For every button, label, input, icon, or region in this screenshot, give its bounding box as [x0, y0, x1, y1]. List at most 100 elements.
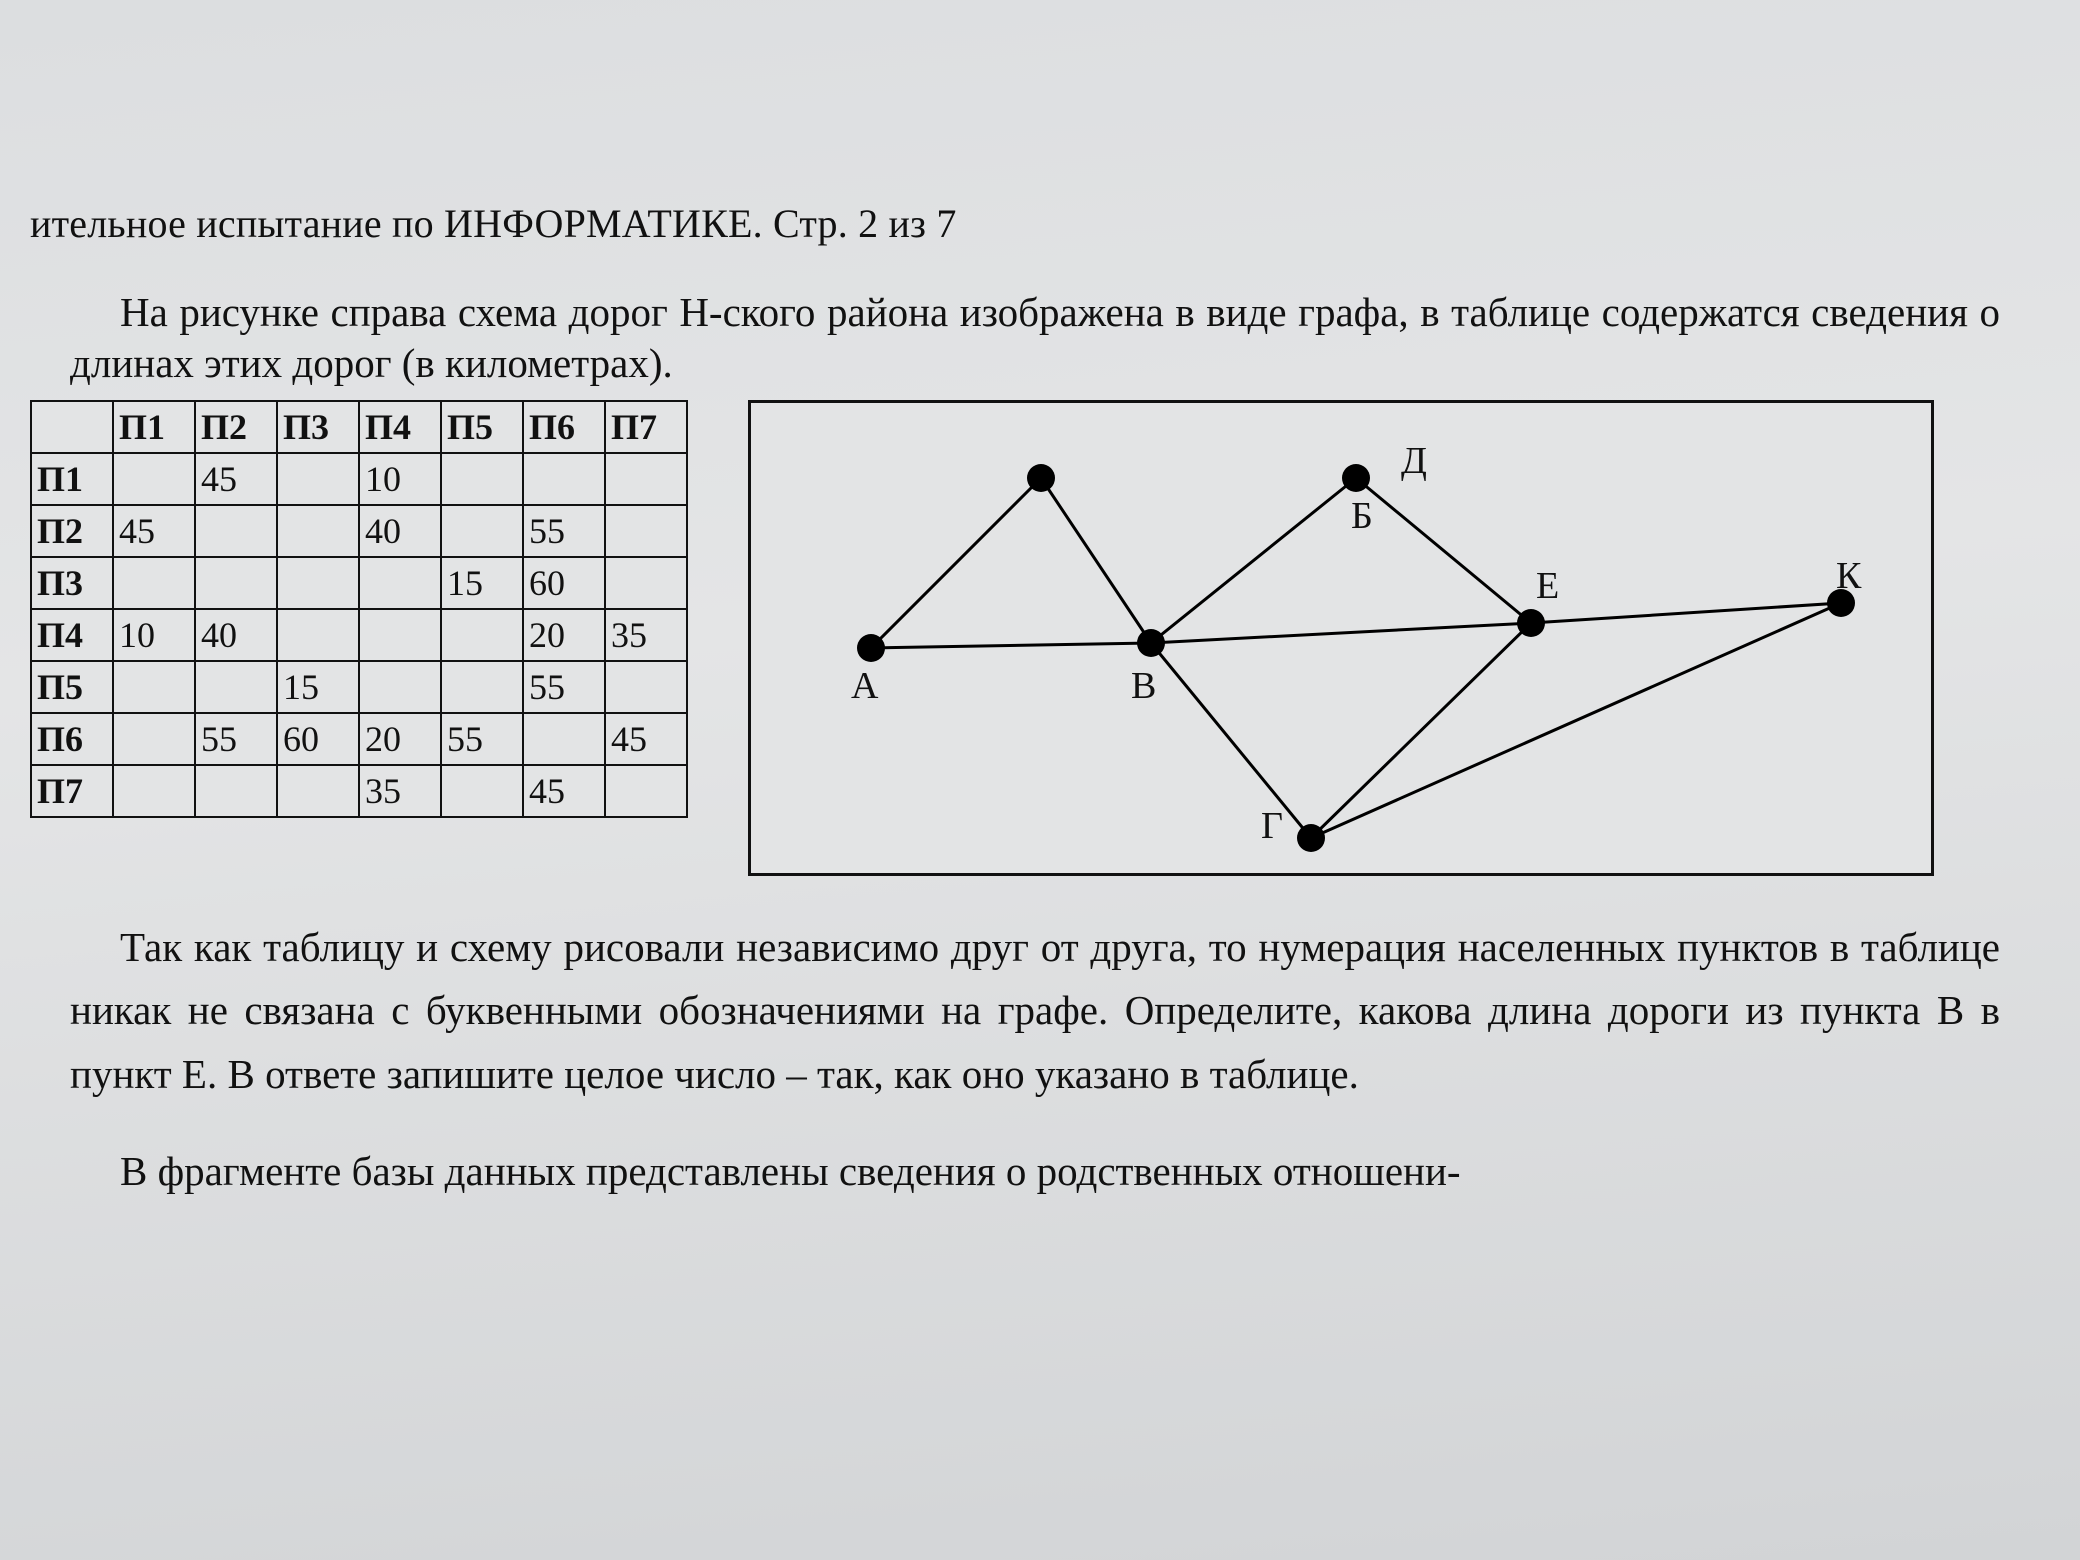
table-cell [113, 713, 195, 765]
intro-line-1: На рисунке справа схема дорог Н-ского ра… [120, 289, 1440, 335]
table-cell: 45 [195, 453, 277, 505]
row-header-cell: П1 [31, 453, 113, 505]
graph-node [857, 634, 885, 662]
figure-row: П1 П2 П3 П4 П5 П6 П7 П14510П2454055П3156… [30, 400, 2040, 876]
table-header-cell [31, 401, 113, 453]
page: ительное испытание по ИНФОРМАТИКЕ. Стр. … [0, 0, 2080, 1560]
graph-edge [871, 643, 1151, 648]
table-cell: 20 [523, 609, 605, 661]
graph-box: А В БД Е Г К [748, 400, 1934, 876]
problem-intro: На рисунке справа схема дорог Н-ского ра… [70, 287, 2040, 390]
table-cell [195, 557, 277, 609]
table-row: П1 45 10 [31, 453, 687, 505]
row-header-cell: П2 [31, 505, 113, 557]
graph-node-label: К [1836, 555, 1862, 597]
graph-node-label: Д [1401, 440, 1427, 482]
table-cell [359, 557, 441, 609]
next-problem-fragment: В фрагменте базы данных представлены све… [70, 1144, 2000, 1199]
row-header-cell: П6 [31, 713, 113, 765]
table-row: П410402035 [31, 609, 687, 661]
table-header-cell: П4 [359, 401, 441, 453]
graph-node-label: В [1131, 665, 1156, 707]
graph-node [1342, 464, 1370, 492]
graph-edge [1151, 623, 1531, 643]
table-cell [441, 505, 523, 557]
table-cell: 10 [113, 609, 195, 661]
graph-edge [1531, 603, 1841, 623]
table-row: П5 15 55 [31, 661, 687, 713]
table-cell [113, 661, 195, 713]
table-cell [605, 505, 687, 557]
table-header-cell: П7 [605, 401, 687, 453]
page-header: ительное испытание по ИНФОРМАТИКЕ. Стр. … [30, 200, 2040, 247]
table-cell [523, 713, 605, 765]
graph-edge [1151, 643, 1311, 838]
graph-node [1027, 464, 1055, 492]
table-header-cell: П5 [441, 401, 523, 453]
table-cell [277, 765, 359, 817]
table-cell [605, 661, 687, 713]
table-cell [113, 453, 195, 505]
table-cell: 45 [113, 505, 195, 557]
row-header-cell: П7 [31, 765, 113, 817]
graph-node-label: Е [1536, 565, 1559, 607]
table-header-cell: П6 [523, 401, 605, 453]
table-cell [359, 661, 441, 713]
table-cell [605, 453, 687, 505]
table-cell [113, 765, 195, 817]
graph-node [1517, 609, 1545, 637]
graph-node [1137, 629, 1165, 657]
row-header-cell: П4 [31, 609, 113, 661]
graph-node-label: Б [1351, 495, 1373, 537]
table-cell [277, 609, 359, 661]
table-cell: 10 [359, 453, 441, 505]
table-cell: 40 [359, 505, 441, 557]
table-cell [441, 765, 523, 817]
table-cell: 55 [523, 661, 605, 713]
table-cell: 15 [277, 661, 359, 713]
table-cell: 35 [359, 765, 441, 817]
table-cell: 55 [523, 505, 605, 557]
table-cell [523, 453, 605, 505]
row-header-cell: П5 [31, 661, 113, 713]
table-cell [195, 505, 277, 557]
graph-edge [1151, 478, 1356, 643]
graph-edge [871, 478, 1041, 648]
table-cell [277, 505, 359, 557]
table-cell [195, 661, 277, 713]
table-header-cell: П2 [195, 401, 277, 453]
table-cell: 45 [523, 765, 605, 817]
table-cell: 60 [277, 713, 359, 765]
table-cell [605, 557, 687, 609]
table-header-row: П1 П2 П3 П4 П5 П6 П7 [31, 401, 687, 453]
table-cell [441, 661, 523, 713]
table-row: П65560205545 [31, 713, 687, 765]
table-cell: 45 [605, 713, 687, 765]
table-cell [277, 557, 359, 609]
roads-table: П1 П2 П3 П4 П5 П6 П7 П14510П2454055П3156… [30, 400, 688, 818]
graph-edge [1041, 478, 1151, 643]
graph-edge [1311, 623, 1531, 838]
table-cell: 15 [441, 557, 523, 609]
table-row: П245 40 55 [31, 505, 687, 557]
table-cell [441, 453, 523, 505]
table-cell: 20 [359, 713, 441, 765]
table-cell: 60 [523, 557, 605, 609]
table-cell [113, 557, 195, 609]
table-cell [277, 453, 359, 505]
problem-body: Так как таблицу и схему рисовали независ… [70, 916, 2000, 1107]
table-cell: 55 [195, 713, 277, 765]
table-cell [195, 765, 277, 817]
graph-edge [1356, 478, 1531, 623]
table-cell: 35 [605, 609, 687, 661]
graph-edge [1311, 603, 1841, 838]
graph-node-label: А [851, 665, 879, 707]
table-row: П7 35 45 [31, 765, 687, 817]
row-header-cell: П3 [31, 557, 113, 609]
table-cell: 55 [441, 713, 523, 765]
graph-node-label: Г [1261, 805, 1283, 847]
table-row: П3 1560 [31, 557, 687, 609]
table-cell [605, 765, 687, 817]
graph-svg: А В БД Е Г К [751, 403, 1931, 873]
table-header-cell: П3 [277, 401, 359, 453]
